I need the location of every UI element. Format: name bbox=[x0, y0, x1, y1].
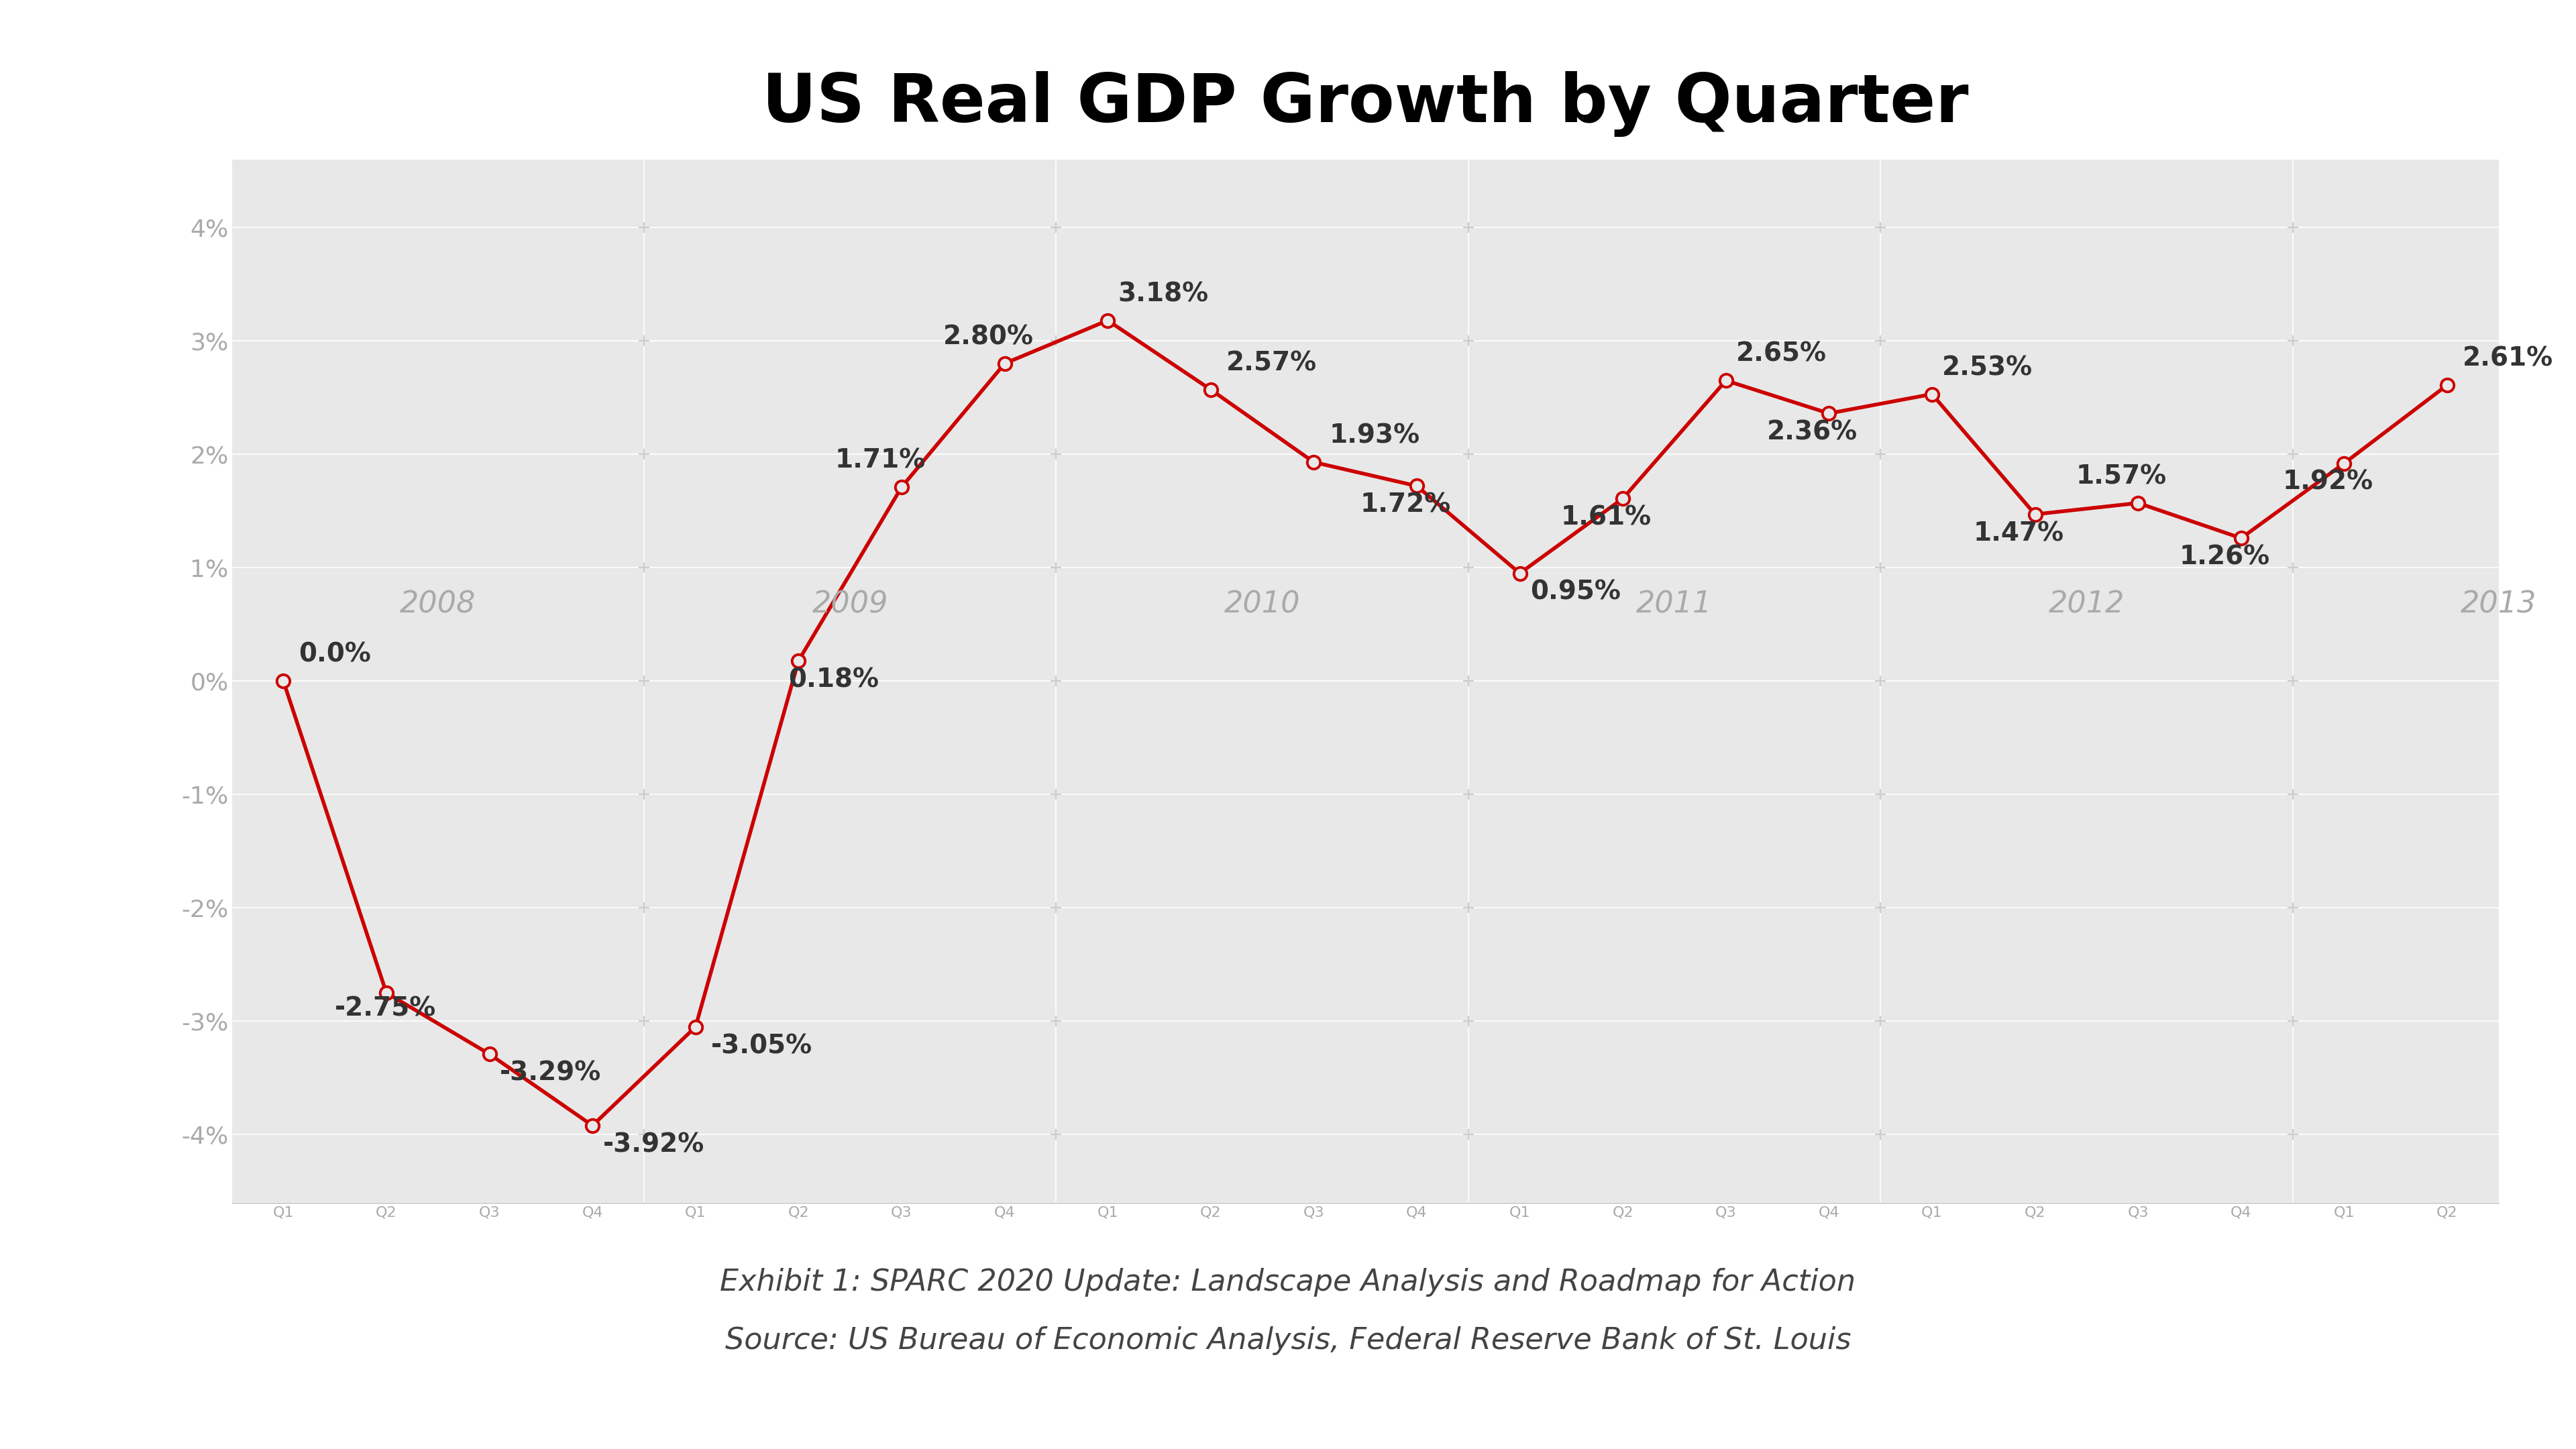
Text: -2.75%: -2.75% bbox=[335, 995, 435, 1022]
Text: -3.05%: -3.05% bbox=[711, 1033, 811, 1059]
Text: Source: US Bureau of Economic Analysis, Federal Reserve Bank of St. Louis: Source: US Bureau of Economic Analysis, … bbox=[724, 1326, 1852, 1355]
Text: 1.61%: 1.61% bbox=[1561, 504, 1651, 530]
Text: 1.92%: 1.92% bbox=[2282, 469, 2372, 496]
Text: 1.72%: 1.72% bbox=[1360, 493, 1450, 517]
Text: 2.65%: 2.65% bbox=[1736, 342, 1826, 367]
Text: 2.61%: 2.61% bbox=[2463, 346, 2553, 371]
Text: -3.29%: -3.29% bbox=[500, 1061, 600, 1085]
Text: 0.95%: 0.95% bbox=[1530, 580, 1620, 606]
Text: 1.93%: 1.93% bbox=[1329, 423, 1419, 449]
Text: 2.53%: 2.53% bbox=[1942, 355, 2032, 381]
Text: 0.18%: 0.18% bbox=[788, 667, 878, 693]
Text: 1.47%: 1.47% bbox=[1973, 520, 2063, 546]
Text: 3.18%: 3.18% bbox=[1118, 281, 1208, 307]
Text: 2.36%: 2.36% bbox=[1767, 420, 1857, 445]
Text: 2010: 2010 bbox=[1224, 590, 1301, 619]
Text: 1.26%: 1.26% bbox=[2179, 545, 2269, 569]
Text: 2008: 2008 bbox=[399, 590, 477, 619]
Text: 2013: 2013 bbox=[2460, 590, 2537, 619]
Text: 2.80%: 2.80% bbox=[943, 325, 1033, 349]
Text: 1.71%: 1.71% bbox=[835, 448, 925, 474]
Text: 2012: 2012 bbox=[2048, 590, 2125, 619]
Text: 0.0%: 0.0% bbox=[299, 642, 371, 668]
Text: 2.57%: 2.57% bbox=[1226, 351, 1316, 375]
Text: 2011: 2011 bbox=[1636, 590, 1713, 619]
Title: US Real GDP Growth by Quarter: US Real GDP Growth by Quarter bbox=[762, 71, 1968, 136]
Text: 2009: 2009 bbox=[811, 590, 889, 619]
Text: 1.57%: 1.57% bbox=[2076, 464, 2166, 490]
Text: -3.92%: -3.92% bbox=[603, 1132, 703, 1158]
Text: Exhibit 1: SPARC 2020 Update: Landscape Analysis and Roadmap for Action: Exhibit 1: SPARC 2020 Update: Landscape … bbox=[721, 1268, 1855, 1297]
